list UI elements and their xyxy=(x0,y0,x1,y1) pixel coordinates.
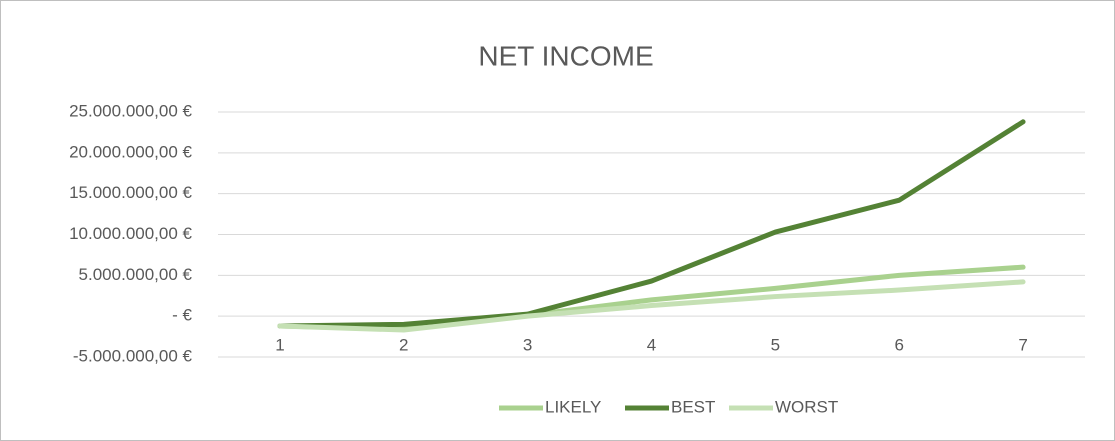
x-tick-label: 6 xyxy=(894,336,903,355)
legend-label: LIKELY xyxy=(545,397,601,416)
x-tick-label: 5 xyxy=(771,336,780,355)
x-tick-label: 4 xyxy=(647,336,656,355)
legend-label: BEST xyxy=(671,397,715,416)
y-tick-label: -5.000.000,00 € xyxy=(73,346,193,365)
x-tick-label: 7 xyxy=(1018,336,1027,355)
y-tick-label: 15.000.000,00 € xyxy=(69,183,192,202)
x-tick-label: 2 xyxy=(399,336,408,355)
y-tick-label: 20.000.000,00 € xyxy=(69,142,192,161)
y-tick-label: - € xyxy=(172,306,192,325)
line-series xyxy=(277,279,1026,333)
chart-title: NET INCOME xyxy=(478,40,653,71)
x-tick-label: 1 xyxy=(275,336,284,355)
y-tick-label: 10.000.000,00 € xyxy=(69,224,192,243)
y-tick-label: 25.000.000,00 € xyxy=(69,101,192,120)
legend-label: WORST xyxy=(775,397,838,416)
line-series xyxy=(277,119,1026,329)
x-tick-label: 3 xyxy=(523,336,532,355)
y-tick-label: 5.000.000,00 € xyxy=(79,265,193,284)
